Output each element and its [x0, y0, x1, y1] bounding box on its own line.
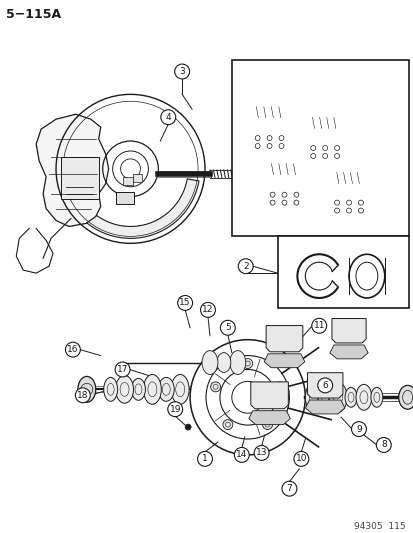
Text: 9: 9 — [355, 425, 361, 433]
PathPatch shape — [248, 411, 290, 425]
Text: 12: 12 — [202, 305, 213, 314]
Text: 5: 5 — [224, 324, 230, 332]
Ellipse shape — [344, 387, 356, 407]
Ellipse shape — [131, 378, 145, 400]
PathPatch shape — [250, 382, 287, 409]
Text: 15: 15 — [179, 298, 190, 308]
Text: 11: 11 — [313, 321, 324, 330]
Bar — [61, 157, 98, 199]
Circle shape — [234, 447, 249, 462]
Ellipse shape — [398, 385, 413, 409]
Ellipse shape — [216, 353, 230, 373]
Text: 7: 7 — [286, 484, 292, 493]
Circle shape — [185, 424, 191, 430]
Circle shape — [115, 362, 130, 377]
PathPatch shape — [305, 400, 344, 414]
Text: 13: 13 — [255, 448, 267, 457]
Text: 19: 19 — [169, 405, 180, 414]
Bar — [277, 237, 408, 308]
Text: 6: 6 — [322, 381, 327, 390]
Text: 16: 16 — [67, 345, 78, 354]
Text: 2: 2 — [242, 262, 248, 271]
Bar — [132, 174, 142, 182]
Circle shape — [160, 110, 175, 125]
Circle shape — [174, 64, 189, 79]
Ellipse shape — [171, 375, 189, 404]
Circle shape — [311, 318, 326, 333]
Text: 18: 18 — [77, 391, 88, 400]
Circle shape — [167, 402, 182, 417]
Circle shape — [75, 388, 90, 403]
Ellipse shape — [115, 375, 133, 403]
Circle shape — [65, 342, 80, 357]
PathPatch shape — [36, 114, 108, 227]
Circle shape — [254, 446, 268, 461]
Text: 1: 1 — [202, 454, 207, 463]
Ellipse shape — [305, 383, 320, 411]
Text: 17: 17 — [116, 365, 128, 374]
Circle shape — [351, 422, 366, 437]
Text: 10: 10 — [295, 454, 306, 463]
Ellipse shape — [318, 385, 331, 409]
PathPatch shape — [331, 319, 365, 343]
Circle shape — [293, 451, 308, 466]
Circle shape — [242, 359, 252, 368]
Wedge shape — [65, 179, 199, 238]
Ellipse shape — [328, 382, 346, 412]
Ellipse shape — [202, 351, 217, 375]
PathPatch shape — [307, 373, 342, 398]
PathPatch shape — [329, 345, 367, 359]
Ellipse shape — [355, 384, 371, 410]
Circle shape — [220, 320, 235, 335]
Text: 5−115A: 5−115A — [6, 8, 62, 21]
Text: 94305  115: 94305 115 — [353, 522, 405, 531]
Ellipse shape — [103, 377, 117, 401]
Ellipse shape — [78, 376, 95, 402]
Text: 3: 3 — [179, 67, 185, 76]
Circle shape — [281, 481, 296, 496]
PathPatch shape — [263, 354, 304, 368]
Circle shape — [375, 438, 390, 453]
Circle shape — [238, 259, 253, 273]
Bar — [231, 60, 408, 237]
Circle shape — [177, 295, 192, 310]
PathPatch shape — [266, 326, 302, 352]
Circle shape — [197, 451, 212, 466]
Text: 4: 4 — [165, 112, 171, 122]
Circle shape — [200, 302, 215, 317]
Bar — [115, 192, 133, 204]
Circle shape — [210, 382, 220, 392]
Circle shape — [317, 378, 332, 393]
Ellipse shape — [229, 351, 245, 375]
Ellipse shape — [158, 377, 174, 401]
Ellipse shape — [370, 387, 382, 407]
Text: 14: 14 — [235, 450, 247, 459]
Circle shape — [274, 382, 284, 392]
Ellipse shape — [143, 375, 161, 404]
Text: 8: 8 — [380, 440, 386, 449]
Bar — [122, 177, 132, 185]
Circle shape — [222, 419, 232, 430]
Circle shape — [262, 419, 272, 430]
